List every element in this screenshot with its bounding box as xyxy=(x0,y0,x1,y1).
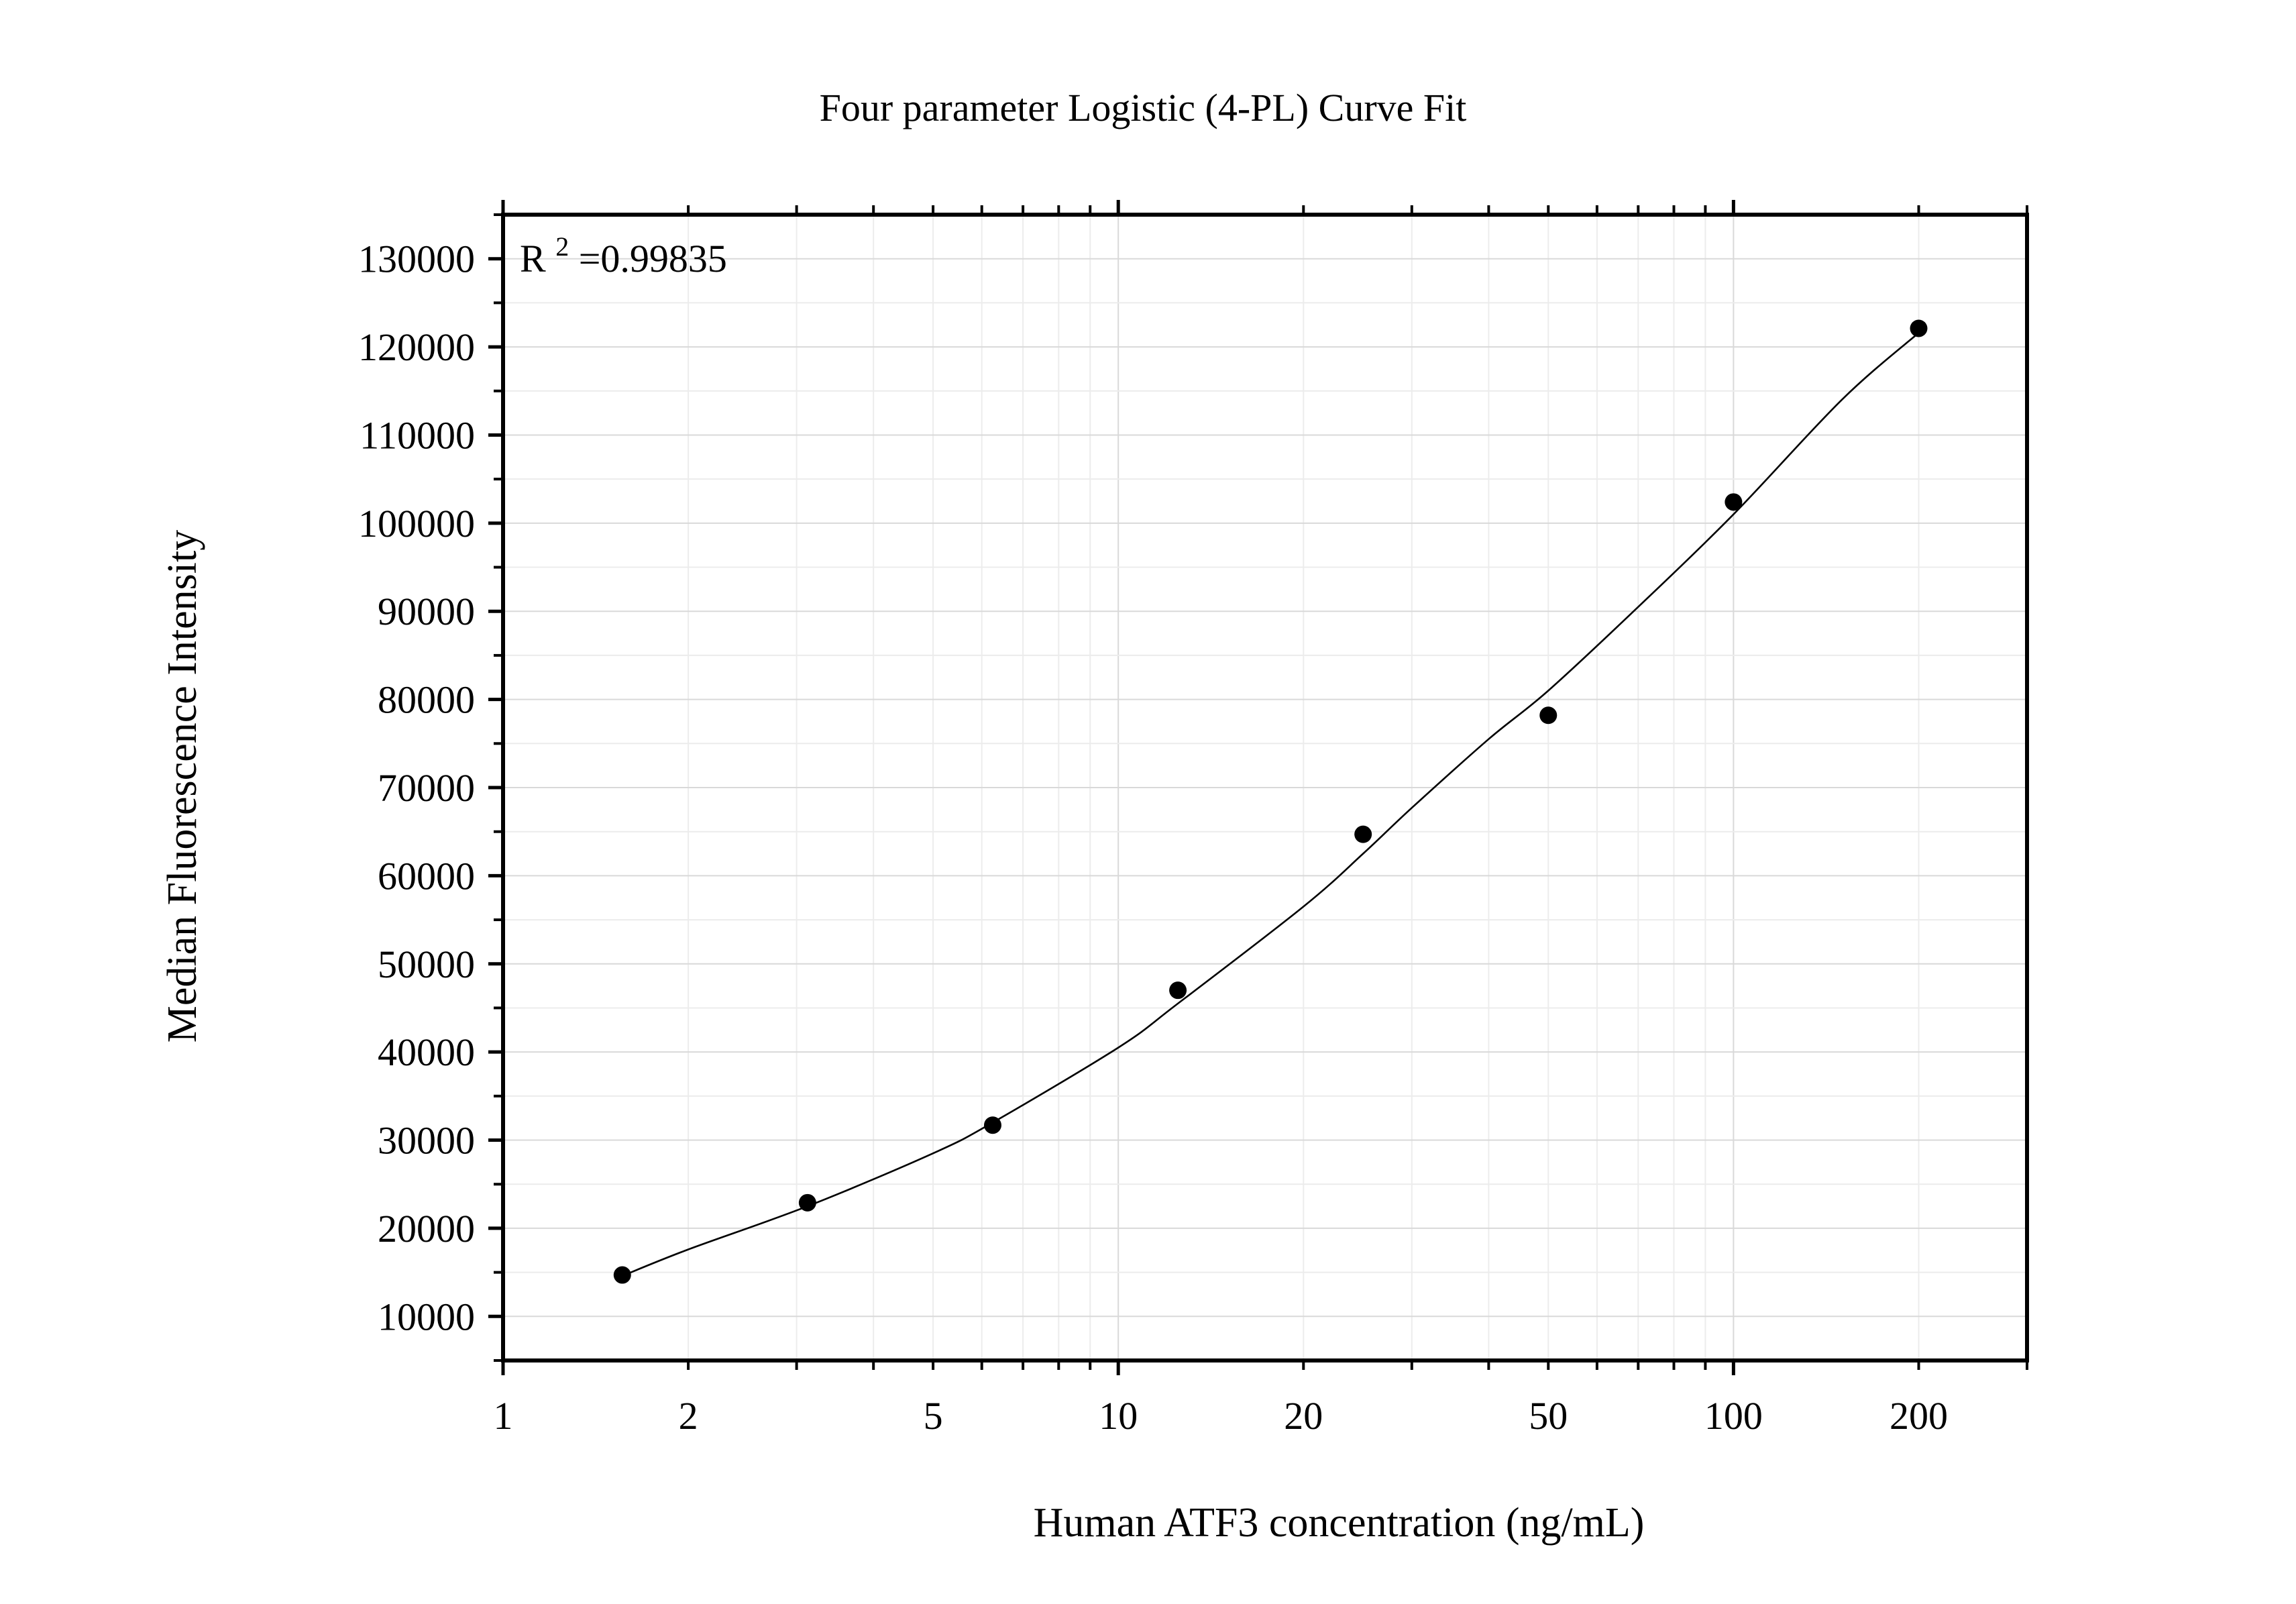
y-tick-label: 10000 xyxy=(378,1295,475,1338)
data-point xyxy=(613,1266,631,1284)
fit-curve-layer xyxy=(622,332,1920,1277)
axis-ticks xyxy=(488,200,2028,1375)
y-tick-label: 70000 xyxy=(378,766,475,810)
y-tick-label: 110000 xyxy=(360,413,475,457)
y-tick-label: 20000 xyxy=(378,1207,475,1250)
data-point xyxy=(1910,319,1928,337)
y-tick-label: 80000 xyxy=(378,678,475,722)
y-tick-labels: 10000 20000 30000 40000 50000 60000 70000 80000… xyxy=(358,237,475,1339)
x-tick-label: 1 xyxy=(494,1394,513,1438)
chart-title: Four parameter Logistic (4-PL) Curve Fit xyxy=(820,86,1467,129)
grid xyxy=(502,214,2028,1361)
y-axis-label: Median Fluorescence Intensity xyxy=(160,530,205,1042)
x-tick-label: 2 xyxy=(679,1394,698,1438)
x-axis-label: Human ATF3 concentration (ng/mL) xyxy=(1034,1500,1645,1546)
y-tick-label: 30000 xyxy=(378,1119,475,1163)
r-squared-superscript: 2 xyxy=(555,231,569,262)
fit-curve xyxy=(622,332,1920,1277)
y-tick-label: 50000 xyxy=(378,943,475,986)
y-tick-label: 130000 xyxy=(358,237,475,281)
y-tick-label: 120000 xyxy=(358,325,475,369)
y-tick-label: 90000 xyxy=(378,590,475,633)
data-point xyxy=(1725,493,1743,511)
x-tick-labels: 1 2 5 10 20 50 100 200 xyxy=(494,1394,1948,1438)
data-point xyxy=(1169,981,1187,1000)
r-squared-prefix: R xyxy=(520,237,546,280)
data-point xyxy=(1354,825,1372,843)
data-point xyxy=(983,1116,1001,1134)
r-squared-value: =0.99835 xyxy=(579,237,727,280)
x-tick-label: 100 xyxy=(1704,1394,1763,1438)
x-tick-label: 10 xyxy=(1099,1394,1138,1438)
y-tick-label: 60000 xyxy=(378,854,475,898)
x-tick-label: 5 xyxy=(924,1394,943,1438)
data-point xyxy=(1539,706,1557,725)
data-points xyxy=(613,319,1928,1284)
x-tick-label: 200 xyxy=(1890,1394,1948,1438)
y-tick-label: 40000 xyxy=(378,1030,475,1074)
r-squared-annotation: R 2 =0.99835 xyxy=(520,221,727,280)
data-point xyxy=(798,1193,816,1212)
x-tick-label: 50 xyxy=(1529,1394,1568,1438)
y-tick-label: 100000 xyxy=(358,502,475,545)
x-tick-label: 20 xyxy=(1284,1394,1323,1438)
